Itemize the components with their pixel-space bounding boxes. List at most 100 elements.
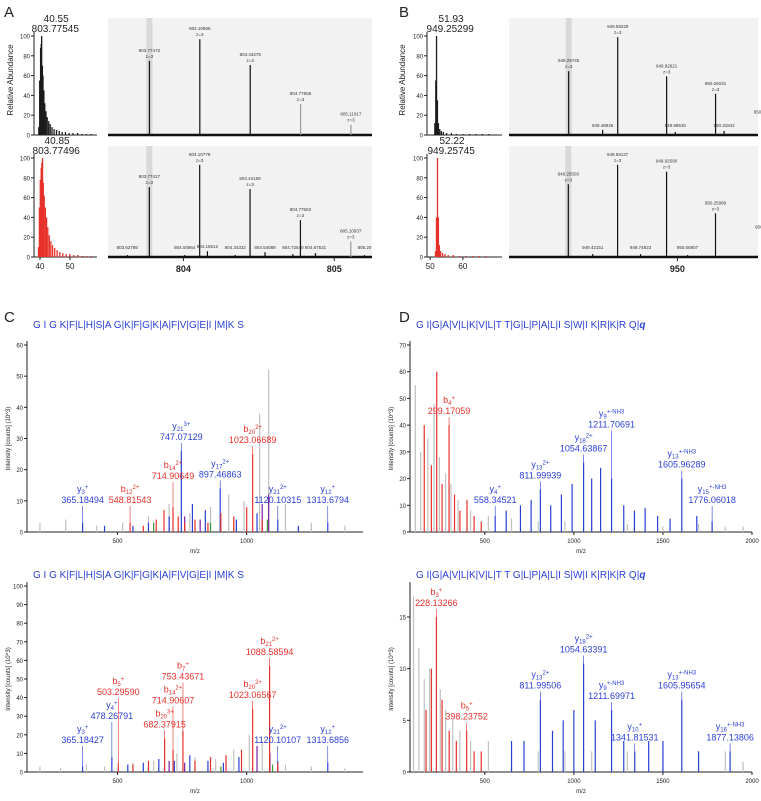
apex-mz-label: 949.25745	[428, 146, 476, 157]
y-tick-label: 100	[20, 157, 31, 163]
ion-mz-value: 1605.96289	[658, 460, 706, 470]
ion-mz-value: 548.81543	[109, 495, 152, 505]
ion-mz-value: 1605.95654	[658, 681, 706, 691]
ion-mz-value: 299.17059	[428, 406, 471, 416]
y-tick-label: 50	[399, 397, 406, 403]
ion-charge: 2+	[543, 671, 550, 677]
x-tick-label: 1000	[567, 539, 581, 545]
ion-mz-value: 1023.06567	[229, 690, 277, 700]
ion-charge: 2+	[255, 425, 262, 431]
y-tick-label: 0	[420, 256, 424, 262]
ion-number: 20	[248, 430, 255, 436]
ion-charge: 2+	[586, 434, 593, 440]
y-axis-title: Intensity [counts] (10^3)	[389, 647, 395, 711]
ms-peak-label: 803.77472	[139, 48, 161, 53]
apex-rt-label: 52.22	[440, 136, 465, 147]
y-tick-label: 60	[23, 196, 30, 202]
y-tick-label: 80	[416, 54, 423, 60]
y-tick-label: 20	[16, 468, 23, 474]
ion-charge: 2+	[222, 459, 229, 465]
y-tick-label: 60	[399, 370, 406, 376]
ms-peak-label: 949.74823	[630, 245, 652, 250]
ion-number: 21	[273, 730, 280, 736]
x-tick-label: 40	[36, 262, 45, 271]
ion-number: 5	[117, 682, 121, 688]
panel-label-c: C	[4, 309, 15, 326]
ion-number: 13	[672, 676, 679, 682]
apex-rt-label: 40.85	[45, 136, 70, 147]
apex-mz-label: 803.77545	[32, 24, 80, 35]
ms-peak-label: 804.44275	[240, 52, 262, 57]
y-tick-label: 20	[23, 236, 30, 242]
peptide-sequence-tail: q	[639, 320, 645, 331]
x-tick-label: 60	[458, 262, 467, 271]
y-tick-label: 20	[416, 114, 423, 120]
y-tick-label: 15	[399, 616, 406, 622]
ms-peak-label: 805.11017	[340, 112, 361, 117]
panel-label-a: A	[4, 4, 14, 21]
y-tick-label: 100	[20, 35, 31, 41]
ion-number: 14	[169, 466, 176, 472]
peptide-sequence: G I G K|F|L|H|S|A G|K|F|G|K|A|F|V|G|E|I …	[33, 320, 244, 331]
ion-mz-value: 1313.6856	[306, 735, 349, 745]
ion-charge: +-NH3	[679, 671, 697, 677]
y-tick-label: 10	[399, 504, 406, 510]
y-tick-label: 60	[416, 74, 423, 80]
y-tick-label: 0	[403, 531, 407, 537]
ms-peak-charge: z=3	[347, 234, 355, 239]
y-tick-label: 30	[16, 437, 23, 443]
y-tick-label: 80	[23, 176, 30, 182]
ion-number: 5	[466, 707, 470, 713]
ion-charge: +-NH3	[607, 681, 625, 687]
ion-mz-value: 1313.6794	[306, 495, 349, 505]
ion-mz-value: 365.18494	[61, 495, 104, 505]
ion-mz-value: 714.90607	[152, 696, 195, 706]
ms-peak-label: 949.92580	[656, 159, 678, 164]
x-tick-label: 1500	[656, 779, 670, 785]
ms-peak-charge: z=3	[246, 182, 254, 187]
ion-mz-value: 1088.58594	[246, 647, 294, 657]
ion-number: 12	[126, 490, 133, 496]
y-tick-label: 80	[416, 176, 423, 182]
ms-peak-charge: z=3	[347, 118, 355, 123]
ion-charge: 3+	[183, 422, 190, 428]
ion-label: y3+	[77, 724, 89, 736]
ms-peak-charge: z=3	[196, 158, 204, 163]
ion-number: 4	[494, 490, 498, 496]
ms-peak-label: 804.10779	[189, 152, 211, 157]
ms-x-tick-label: 805	[327, 264, 342, 274]
x-axis-title: m/z	[576, 789, 586, 795]
peptide-sequence-tail: q	[639, 570, 645, 581]
ion-number: 18	[579, 439, 586, 445]
y-tick-label: 0	[20, 531, 24, 537]
ms-peak-label: 804.10866	[189, 26, 211, 31]
ion-label: y4+	[106, 700, 118, 712]
ms-peak-label: 950.59369	[754, 110, 761, 115]
ms-peak-label: 804.54089	[254, 245, 276, 250]
ion-charge: 2+	[280, 485, 287, 491]
ms-peak-label: 949.92621	[656, 63, 678, 68]
y-tick-label: 70	[399, 344, 406, 350]
y-tick-label: 30	[399, 450, 406, 456]
ion-charge: 2+	[586, 635, 593, 641]
ms-peak-label: 804.15912	[197, 244, 219, 249]
ms-peak-label: 804.00864	[174, 245, 196, 250]
ion-charge: +	[114, 701, 118, 707]
ion-charge: +-NH3	[709, 485, 727, 491]
ms-peak-charge: z=3	[297, 213, 305, 218]
y-tick-label: 50	[16, 678, 23, 684]
peptide-sequence: G I G K|F|L|H|S|A G|K|F|G|K|A|F|V|G|E|I …	[33, 570, 244, 581]
ms-peak-charge: z=3	[663, 69, 671, 74]
ion-mz-value: 747.07129	[160, 432, 203, 442]
y-tick-label: 20	[399, 477, 406, 483]
ms-peak-charge: z=3	[614, 30, 622, 35]
x-tick-label: 1000	[240, 539, 254, 545]
ms-x-tick-label: 950	[670, 264, 685, 274]
ion-charge: +	[439, 588, 443, 594]
ion-mz-value: 714.90649	[152, 471, 195, 481]
ion-charge: 3+	[167, 710, 174, 716]
